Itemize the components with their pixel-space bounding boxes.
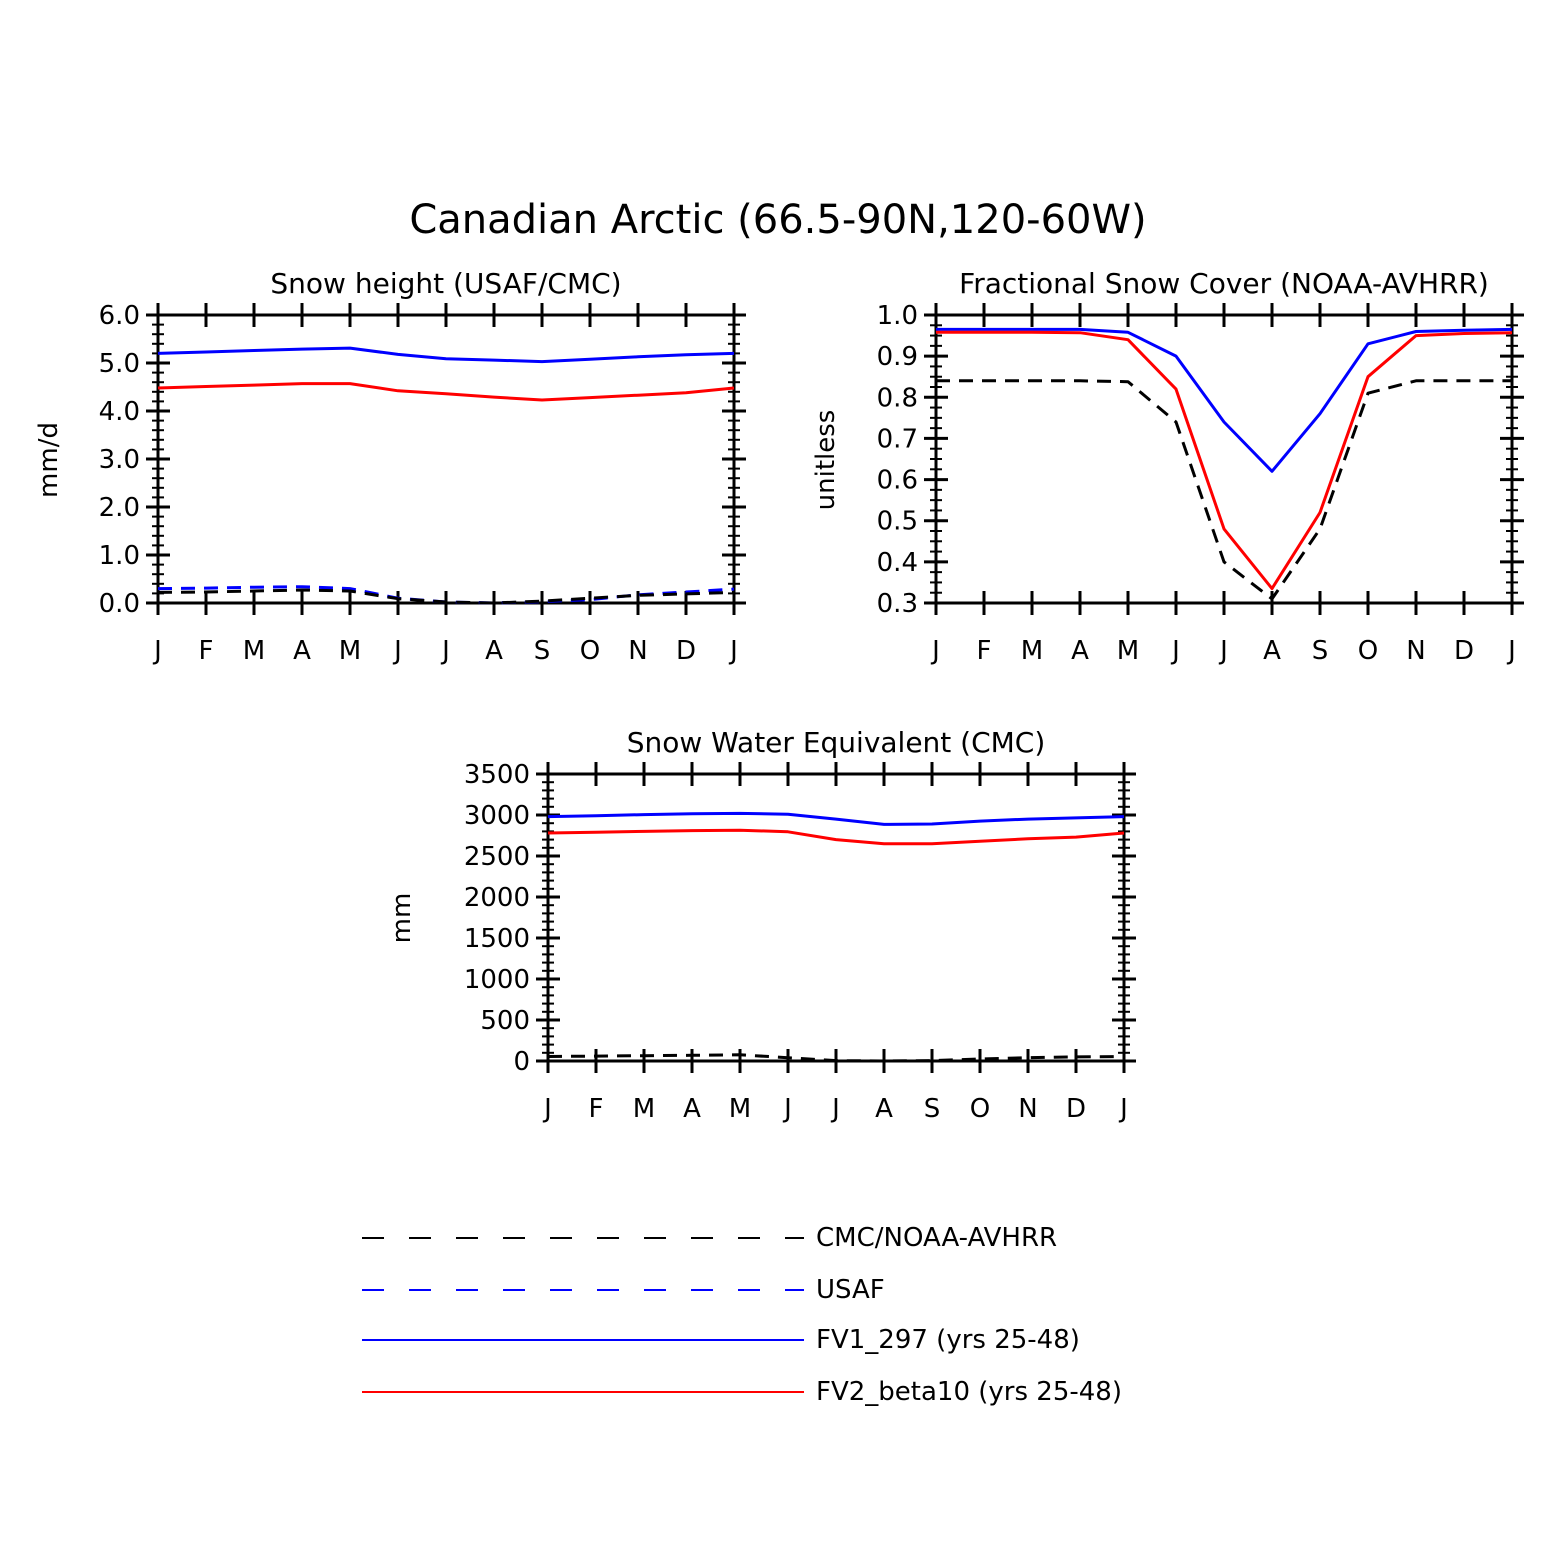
x-tick-label: J [1506, 636, 1516, 666]
y-tick-label: 1500 [464, 924, 530, 954]
x-tick-label: F [589, 1094, 604, 1124]
x-tick-label: J [1218, 636, 1228, 666]
x-tick-label: N [1406, 636, 1425, 666]
chart-title-snow-cover: Fractional Snow Cover (NOAA-AVHRR) [959, 267, 1489, 300]
y-tick-label: 0.7 [877, 424, 918, 454]
x-tick-label: D [676, 636, 696, 666]
x-tick-label: D [1454, 636, 1474, 666]
x-tick-label: A [293, 636, 311, 666]
legend-label-fv2: FV2_beta10 (yrs 25-48) [816, 1377, 1122, 1407]
y-tick-label: 2.0 [99, 493, 140, 523]
x-tick-label: A [875, 1094, 893, 1124]
y-tick-label: 1.0 [99, 541, 140, 571]
y-tick-label: 1.0 [877, 301, 918, 331]
x-tick-label: N [1018, 1094, 1037, 1124]
x-tick-label: O [1358, 636, 1378, 666]
plot-area-snow-cover: J F M A M J J A S O N D J0.30.40.50.60.70.80.91.0 [877, 301, 1524, 666]
x-tick-label: A [1071, 636, 1089, 666]
y-tick-label: 1000 [464, 965, 530, 995]
series-line-obs-snow-height [157, 588, 735, 605]
plot-area-snow-height: J F M A M J J A S O N D J0.01.02.03.04.05.06.0 [99, 301, 746, 666]
y-tick-label: 2500 [464, 842, 530, 872]
x-tick-label: M [729, 1094, 751, 1124]
y-tick-label: 0.8 [877, 383, 918, 413]
legend-label-fv1: FV1_297 (yrs 25-48) [816, 1325, 1080, 1355]
x-tick-label: M [1117, 636, 1139, 666]
series-line-obs-snow-cover [936, 379, 1512, 601]
series-line-fv1-swe [547, 811, 1125, 826]
x-tick-label: F [199, 636, 214, 666]
y-tick-label: 0.4 [877, 548, 918, 578]
y-tick-label: 3.0 [99, 445, 140, 475]
legend: CMC/NOAA-AVHRR USAF FV1_297 (yrs 25-48) … [362, 1223, 1122, 1407]
y-axis-label-swe: mm [387, 893, 417, 944]
x-tick-label: J [542, 1094, 552, 1124]
legend-label-usaf: USAF [816, 1275, 885, 1305]
x-tick-label: S [534, 636, 551, 666]
plot-frame-swe [546, 772, 1126, 1063]
x-tick-label: M [1021, 636, 1043, 666]
x-tick-label: A [1263, 636, 1281, 666]
y-tick-label: 3500 [464, 760, 530, 790]
x-tick-label: M [243, 636, 265, 666]
x-tick-label: J [930, 636, 940, 666]
x-tick-label: O [580, 636, 600, 666]
x-tick-label: J [1118, 1094, 1128, 1124]
y-tick-label: 6.0 [99, 301, 140, 331]
x-tick-label: J [152, 636, 162, 666]
chart-title-swe: Snow Water Equivalent (CMC) [627, 726, 1046, 759]
figure-title: Canadian Arctic (66.5-90N,120-60W) [409, 197, 1146, 243]
y-tick-label: 0.3 [877, 589, 918, 619]
x-tick-label: S [1312, 636, 1329, 666]
x-tick-label: A [485, 636, 503, 666]
x-tick-label: J [1170, 636, 1180, 666]
y-tick-label: 0.0 [99, 589, 140, 619]
y-tick-label: 4.0 [99, 397, 140, 427]
x-tick-label: S [924, 1094, 941, 1124]
y-tick-label: 2000 [464, 883, 530, 913]
x-tick-label: J [782, 1094, 792, 1124]
legend-label-obs: CMC/NOAA-AVHRR [816, 1223, 1057, 1253]
series-line-fv2-swe [547, 828, 1125, 846]
x-tick-label: M [339, 636, 361, 666]
x-tick-label: N [628, 636, 647, 666]
y-tick-label: 3000 [464, 801, 530, 831]
x-tick-label: D [1066, 1094, 1086, 1124]
y-tick-label: 0.6 [877, 466, 918, 496]
plot-area-swe: J F M A M J J A S O N D J050010001500200025003000350… [464, 760, 1136, 1124]
series-line-fv1-snow-height [157, 346, 735, 364]
series-line-fv1-snow-cover [936, 327, 1513, 473]
y-tick-label: 0.5 [877, 507, 918, 537]
x-tick-label: J [440, 636, 450, 666]
series-line-fv2-snow-cover [936, 330, 1513, 591]
y-tick-label: 0.9 [877, 342, 918, 372]
x-tick-label: F [977, 636, 992, 666]
y-tick-label: 500 [480, 1006, 530, 1036]
x-tick-label: O [970, 1094, 990, 1124]
y-tick-label: 0 [513, 1047, 530, 1077]
x-tick-label: J [830, 1094, 840, 1124]
chart-title-snow-height: Snow height (USAF/CMC) [270, 267, 621, 300]
y-tick-label: 5.0 [99, 349, 140, 379]
y-axis-label-snow-cover: unitless [811, 410, 841, 511]
x-tick-label: A [683, 1094, 701, 1124]
x-tick-label: J [392, 636, 402, 666]
x-tick-label: M [633, 1094, 655, 1124]
x-tick-label: J [728, 636, 738, 666]
series-line-fv2-snow-height [157, 382, 735, 402]
chart-snow-cover: Fractional Snow Cover (NOAA-AVHRR) unitl… [811, 267, 1524, 666]
y-axis-label-snow-height: mm/d [34, 422, 64, 498]
series-line-obs-swe [547, 1053, 1125, 1063]
